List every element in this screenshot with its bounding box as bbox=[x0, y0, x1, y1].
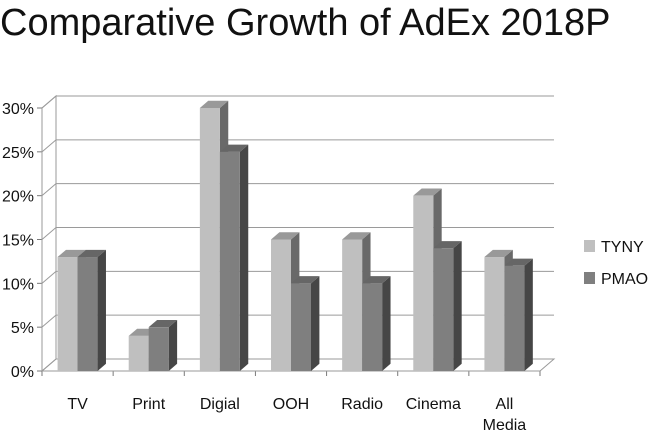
x-tick-label: All bbox=[496, 396, 514, 413]
y-tick-label: 30% bbox=[2, 101, 34, 118]
x-tick-label: Media bbox=[483, 417, 527, 430]
bar-pmao-4-top bbox=[362, 276, 391, 284]
x-tick-label: Radio bbox=[341, 396, 383, 413]
bar-tyny-6 bbox=[484, 257, 505, 371]
gridline-depth bbox=[41, 314, 57, 328]
bar-pmao-6-top bbox=[504, 258, 533, 266]
bar-pmao-0-top bbox=[77, 249, 106, 258]
bar-pmao-3-top bbox=[291, 276, 320, 284]
y-tick-label: 0% bbox=[11, 364, 34, 381]
bar-tyny-3-top bbox=[271, 232, 300, 240]
bar-tyny-3 bbox=[271, 239, 291, 371]
legend-swatch-pmao bbox=[584, 272, 595, 284]
y-tick-label: 25% bbox=[2, 145, 34, 162]
chart-title: Comparative Growth of AdEx 2018P bbox=[0, 2, 611, 44]
gridline-depth bbox=[41, 227, 57, 240]
bar-pmao-5-side bbox=[453, 241, 462, 371]
bar-tyny-2-top bbox=[199, 100, 229, 108]
bar-pmao-3 bbox=[291, 283, 311, 371]
bar-pmao-2 bbox=[219, 151, 240, 371]
bar-pmao-1-side bbox=[168, 319, 178, 371]
x-tick-label: Cinema bbox=[406, 396, 461, 413]
bar-tyny-2 bbox=[199, 108, 220, 371]
bar-pmao-4 bbox=[362, 283, 383, 371]
y-tick-label: 20% bbox=[2, 189, 34, 206]
gridline-depth bbox=[41, 139, 57, 153]
bar-pmao-5 bbox=[433, 248, 454, 371]
bar-pmao-6-side bbox=[524, 258, 533, 371]
bar-pmao-6 bbox=[504, 265, 525, 371]
y-tick-label: 15% bbox=[2, 233, 34, 250]
gridline-depth bbox=[41, 183, 57, 197]
y-tick-label: 5% bbox=[11, 320, 34, 337]
bar-tyny-0 bbox=[57, 257, 78, 371]
bar-pmao-3-side bbox=[311, 276, 320, 371]
bar-pmao-5-top bbox=[433, 241, 462, 249]
gridline-depth bbox=[41, 270, 57, 284]
legend-label-tyny: TYNY bbox=[601, 239, 644, 256]
bar-pmao-0-side bbox=[97, 249, 106, 371]
x-tick-label: Digial bbox=[200, 396, 240, 413]
bar-tyny-1 bbox=[128, 335, 149, 371]
x-tick-label: OOH bbox=[273, 396, 309, 413]
bar-tyny-4 bbox=[342, 239, 363, 371]
bar-pmao-2-top bbox=[219, 144, 249, 152]
bar-pmao-4-side bbox=[382, 276, 391, 371]
bar-tyny-6-top bbox=[484, 249, 513, 258]
bar-tyny-0-top bbox=[57, 249, 86, 258]
x-tick-label: Print bbox=[132, 396, 165, 413]
bar-pmao-0 bbox=[77, 257, 98, 371]
legend-label-pmao: PMAO bbox=[601, 271, 648, 288]
bar-tyny-4-top bbox=[342, 232, 371, 240]
bar-tyny-5 bbox=[413, 195, 434, 371]
bar-pmao-2-side bbox=[239, 144, 249, 371]
bar-tyny-5-top bbox=[413, 188, 442, 196]
y-tick-label: 10% bbox=[2, 276, 34, 293]
legend-swatch-tyny bbox=[584, 240, 595, 252]
gridline-depth bbox=[41, 95, 57, 109]
x-tick-label: TV bbox=[67, 396, 88, 413]
bar-pmao-1-top bbox=[148, 319, 178, 328]
bar-pmao-1 bbox=[148, 327, 169, 371]
